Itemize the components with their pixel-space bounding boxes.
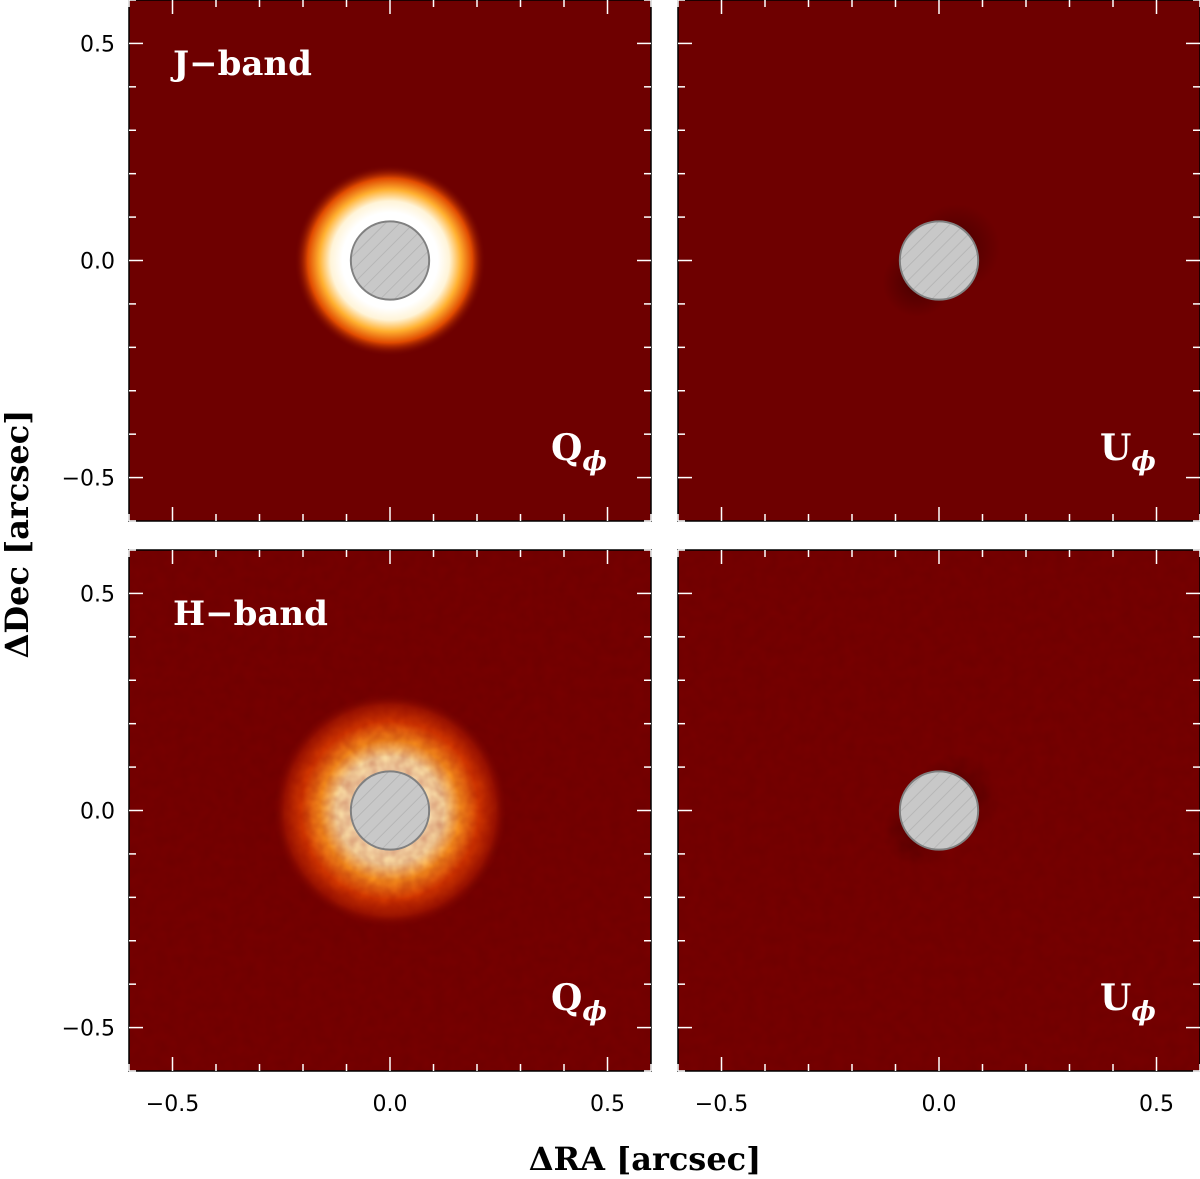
x-tick-label: 0.5 (1139, 1092, 1174, 1117)
y-tick-label: −0.5 (62, 1017, 115, 1042)
x-tick-label: −0.5 (695, 1092, 748, 1117)
x-tick-label: 0.5 (590, 1092, 625, 1117)
y-tick-label: 0.5 (80, 32, 115, 57)
y-tick-label: −0.5 (62, 467, 115, 492)
stokes-subscript: ϕ (582, 997, 606, 1027)
x-axis-title: ΔRA [arcsec] (529, 1140, 762, 1178)
panel-2: Uϕ (677, 0, 1200, 522)
y-axis-title: ΔDec [arcsec] (0, 410, 36, 659)
panel-4: −0.5 0.0 0.5Uϕ (677, 549, 1200, 1117)
coronagraph-mask (349, 770, 431, 851)
x-tick-label: −0.5 (146, 1092, 199, 1117)
coronagraph-mask (898, 770, 980, 851)
y-tick-label: 0.5 (80, 582, 115, 607)
stokes-subscript: ϕ (1131, 447, 1155, 477)
stokes-subscript: ϕ (582, 447, 606, 477)
x-tick-label: 0.0 (373, 1092, 408, 1117)
coronagraph-mask (898, 220, 980, 301)
band-label: H−band (173, 594, 328, 634)
stokes-label: Qϕ (551, 427, 607, 477)
panel-1: −0.5 0.0 0.5 J−band Qϕ (62, 0, 652, 522)
stokes-subscript: ϕ (1131, 997, 1155, 1027)
x-tick-label: 0.0 (922, 1092, 957, 1117)
band-label: J−band (170, 44, 312, 84)
coronagraph-mask (349, 220, 431, 301)
panels-layer: −0.5 0.0 0.5 J−band Qϕ Uϕ −0.5 0.0 0.5 −0.5 0.0 0.5… (62, 0, 1200, 1117)
y-tick-label: 0.0 (80, 800, 115, 825)
y-tick-label: 0.0 (80, 250, 115, 275)
